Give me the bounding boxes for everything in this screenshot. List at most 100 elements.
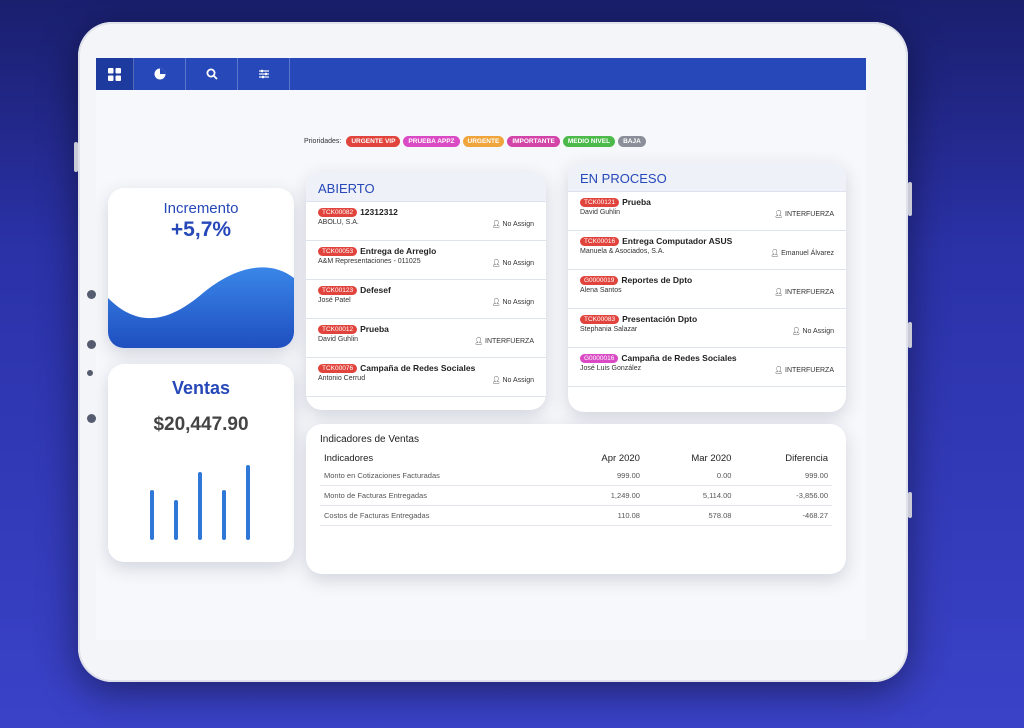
ticket-item[interactable]: TCK00016 Entrega Computador ASUS Manuela &… — [568, 231, 846, 270]
table-cell: -468.27 — [735, 505, 832, 526]
ticket-id-badge: G0000016 — [580, 353, 619, 363]
ticket-title: Presentación Dpto — [622, 314, 698, 324]
ticket-item[interactable]: TCK00076 Campaña de Redes Sociales Antonio… — [306, 358, 546, 397]
ticket-title: Entrega Computador ASUS — [622, 236, 733, 246]
table-cell: 999.00 — [555, 466, 644, 486]
ticket-assignee: 👤︎ No Assign — [492, 220, 534, 228]
table-cell: 5,114.00 — [643, 485, 736, 506]
ticket-header: TCK00076 Campaña de Redes Sociales — [318, 363, 534, 373]
ticket-item[interactable]: TCK00123 Defesef José Patel 👤︎ No Assign — [306, 280, 546, 319]
column-header: Diferencia — [785, 453, 828, 464]
open-tickets-list: TCK00082 12312312 ABOLU, S.A. 👤︎ No Assign T… — [306, 202, 546, 397]
camera-dot — [87, 340, 96, 349]
column-header: Apr 2020 — [601, 453, 640, 464]
table-row[interactable]: Monto de Facturas Entregadas 1,249.00 5,… — [320, 485, 832, 506]
camera-dot — [87, 370, 93, 376]
camera-dot — [87, 414, 96, 423]
sales-bar — [222, 490, 226, 540]
side-button — [908, 492, 912, 518]
column-header: Indicadores — [324, 453, 374, 464]
table-cell: 0.00 — [643, 466, 736, 486]
ticket-item[interactable]: TCK00083 Presentación Dpto Stephania Salaz… — [568, 309, 846, 348]
table-cell: 578.08 — [643, 505, 736, 526]
ticket-assignee: 👤︎ No Assign — [492, 259, 534, 267]
table-row[interactable]: Monto en Cotizaciones Facturadas 999.00 … — [320, 466, 832, 486]
ticket-title: Defesef — [360, 285, 391, 295]
indicators-title: Indicadores de Ventas — [320, 434, 419, 445]
user-icon: 👤︎ — [774, 211, 785, 218]
grid-icon[interactable] — [96, 58, 134, 90]
ticket-client: Stephania Salazar — [580, 326, 638, 333]
priority-pill[interactable]: MEDIO NIVEL — [562, 136, 616, 147]
assignee-label: INTERFUERZA — [485, 338, 534, 345]
ticket-header: G0000019 Reportes de Dpto — [580, 275, 834, 285]
increment-title: Incremento — [163, 200, 239, 217]
column-header: Mar 2020 — [691, 453, 732, 464]
ticket-client: ABOLU, S.A. — [318, 219, 359, 226]
ticket-item[interactable]: TCK00121 Prueba David Guhlin 👤︎ INTERFUERZA — [568, 192, 846, 231]
user-icon: 👤︎ — [774, 289, 785, 296]
table-cell: Monto de Facturas Entregadas — [320, 485, 556, 506]
ticket-item[interactable]: TCK00012 Prueba David Guhlin 👤︎ INTERFUERZA — [306, 319, 546, 358]
sales-value: $20,447.90 — [153, 414, 249, 435]
user-icon: 👤︎ — [491, 260, 503, 267]
camera-dot — [87, 290, 96, 299]
ticket-id-badge: TCK00083 — [580, 314, 620, 324]
increment-card: Incremento +5,7% — [108, 188, 294, 348]
ticket-title: Campaña de Redes Sociales — [360, 363, 476, 373]
ticket-client: José Patel — [318, 297, 351, 304]
priority-pill[interactable]: URGENTE VIP — [346, 136, 401, 147]
ticket-header: TCK00016 Entrega Computador ASUS — [580, 236, 834, 246]
ticket-title: Prueba — [360, 324, 389, 334]
table-row[interactable]: Costos de Facturas Entregadas 110.08 578… — [320, 505, 832, 526]
ticket-client: Alena Santos — [580, 287, 622, 294]
ticket-header: TCK00053 Entrega de Arreglo — [318, 246, 534, 256]
wave-graphic — [108, 267, 294, 348]
in-progress-panel: EN PROCESO TCK00121 Prueba David Guhlin 👤︎ … — [568, 162, 846, 412]
priority-pill[interactable]: PRUEBA APPZ — [403, 136, 460, 147]
ticket-id-badge: TCK00012 — [318, 324, 358, 334]
increment-value: +5,7% — [170, 218, 232, 241]
assignee-label: INTERFUERZA — [785, 289, 834, 296]
ticket-header: TCK00082 12312312 — [318, 207, 534, 217]
ticket-header: TCK00121 Prueba — [580, 197, 834, 207]
chart-icon[interactable] — [134, 58, 186, 90]
user-icon: 👤︎ — [491, 221, 503, 228]
ticket-assignee: 👤︎ INTERFUERZA — [774, 288, 834, 296]
ticket-title: Entrega de Arreglo — [360, 246, 437, 256]
side-button — [908, 322, 912, 348]
ticket-item[interactable]: TCK00082 12312312 ABOLU, S.A. 👤︎ No Assign — [306, 202, 546, 241]
ticket-assignee: 👤︎ No Assign — [792, 327, 834, 335]
assignee-label: INTERFUERZA — [785, 211, 834, 218]
user-icon: 👤︎ — [770, 250, 782, 257]
priority-legend: Prioridades: URGENTE VIP PRUEBA APPZ URG… — [304, 136, 646, 147]
sliders-icon[interactable] — [238, 58, 290, 90]
ticket-assignee: 👤︎ INTERFUERZA — [774, 366, 834, 374]
ticket-item[interactable]: G0000016 Campaña de Redes Sociales José Lu… — [568, 348, 846, 387]
ticket-item[interactable]: TCK00053 Entrega de Arreglo A&M Representa… — [306, 241, 546, 280]
sales-bar — [174, 500, 178, 540]
search-icon[interactable] — [186, 58, 238, 90]
priority-pill[interactable]: BAJA — [618, 136, 646, 147]
user-icon: 👤︎ — [774, 367, 785, 374]
ticket-assignee: 👤︎ Emanuel Álvarez — [770, 249, 834, 257]
ticket-client: David Guhlin — [318, 336, 359, 343]
sales-card: Ventas $20,447.90 — [108, 364, 294, 562]
ticket-assignee: 👤︎ INTERFUERZA — [474, 337, 534, 345]
ticket-id-badge: TCK00121 — [580, 197, 620, 207]
ticket-id-badge: TCK00053 — [318, 246, 358, 256]
priority-pill[interactable]: IMPORTANTE — [507, 136, 560, 147]
ticket-item[interactable]: G0000019 Reportes de Dpto Alena Santos 👤︎ I… — [568, 270, 846, 309]
priority-label: Prioridades: — [304, 138, 342, 145]
side-button — [74, 142, 78, 172]
ticket-assignee: 👤︎ INTERFUERZA — [774, 210, 834, 218]
ticket-title: Campaña de Redes Sociales — [621, 353, 737, 363]
user-icon: 👤︎ — [474, 338, 485, 345]
priority-pill[interactable]: URGENTE — [462, 136, 505, 147]
ticket-client: David Guhlin — [580, 209, 621, 216]
ticket-title: 12312312 — [360, 207, 398, 217]
assignee-label: No Assign — [502, 299, 534, 306]
user-icon: 👤︎ — [791, 328, 803, 335]
ticket-id-badge: TCK00016 — [580, 236, 620, 246]
ticket-title: Reportes de Dpto — [621, 275, 693, 285]
